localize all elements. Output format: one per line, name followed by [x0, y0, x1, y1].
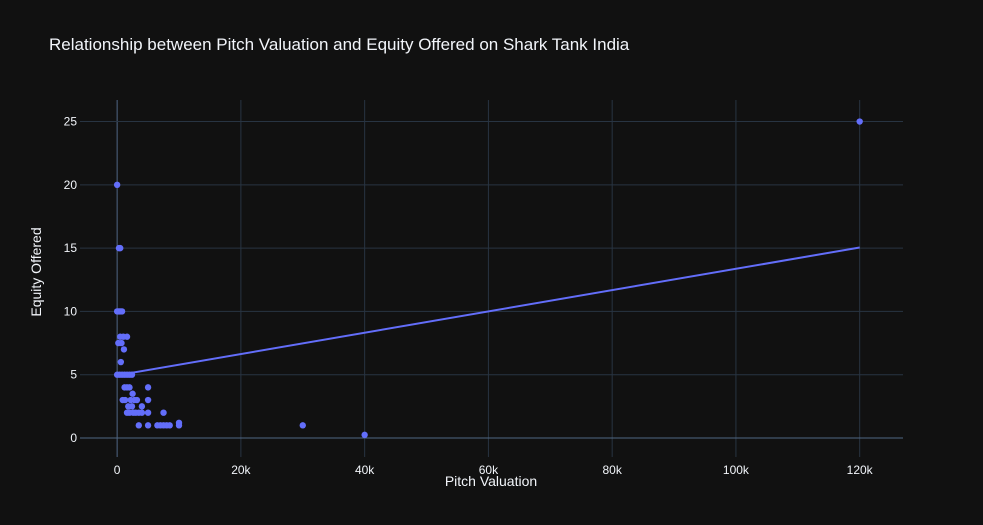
- data-point[interactable]: [128, 371, 136, 378]
- x-tick-label: 20k: [231, 463, 251, 477]
- data-point[interactable]: [144, 422, 152, 429]
- x-tick-labels: 0 20k 40k 60k 80k 100k 120k: [114, 463, 874, 477]
- data-point[interactable]: [175, 422, 183, 429]
- y-tick-label: 0: [70, 431, 77, 445]
- data-point[interactable]: [166, 422, 173, 429]
- y-tick-labels: 0 5 10 15 20 25: [64, 115, 78, 445]
- data-point[interactable]: [121, 396, 129, 404]
- data-point[interactable]: [299, 422, 306, 429]
- x-axis-title: Pitch Valuation: [445, 473, 537, 489]
- data-point[interactable]: [123, 333, 131, 340]
- x-tick-label: 60k: [479, 463, 499, 477]
- x-tick-label: 80k: [602, 463, 622, 477]
- points-layer: [113, 118, 863, 439]
- data-point[interactable]: [144, 396, 152, 404]
- grid-layer: [80, 100, 903, 457]
- trendline-layer: [116, 246, 860, 377]
- data-point[interactable]: [118, 339, 125, 347]
- data-point[interactable]: [128, 403, 136, 410]
- x-tick-label: 40k: [355, 463, 375, 477]
- y-axis-title: Equity Offered: [28, 227, 44, 316]
- data-point[interactable]: [113, 181, 121, 189]
- chart-title: Relationship between Pitch Valuation and…: [49, 35, 630, 54]
- data-point[interactable]: [126, 384, 133, 391]
- data-point[interactable]: [138, 403, 146, 410]
- y-tick-label: 25: [64, 115, 78, 129]
- y-tick-label: 5: [70, 368, 77, 382]
- trendline: [116, 246, 860, 377]
- data-point[interactable]: [117, 358, 125, 366]
- x-tick-label: 0: [114, 463, 121, 477]
- data-point[interactable]: [144, 384, 152, 391]
- data-point[interactable]: [117, 244, 124, 252]
- data-point[interactable]: [129, 390, 136, 397]
- x-tick-label: 120k: [847, 463, 874, 477]
- data-point[interactable]: [160, 409, 167, 416]
- data-point[interactable]: [135, 422, 142, 429]
- data-point[interactable]: [138, 409, 146, 416]
- data-point[interactable]: [120, 346, 128, 353]
- data-point[interactable]: [856, 118, 863, 125]
- y-tick-label: 20: [64, 178, 78, 192]
- data-point[interactable]: [361, 431, 368, 439]
- x-tick-label: 100k: [723, 463, 750, 477]
- data-point[interactable]: [118, 308, 126, 315]
- data-point[interactable]: [144, 409, 152, 416]
- data-point[interactable]: [133, 396, 141, 404]
- y-tick-label: 10: [64, 304, 78, 318]
- y-tick-label: 15: [64, 241, 78, 255]
